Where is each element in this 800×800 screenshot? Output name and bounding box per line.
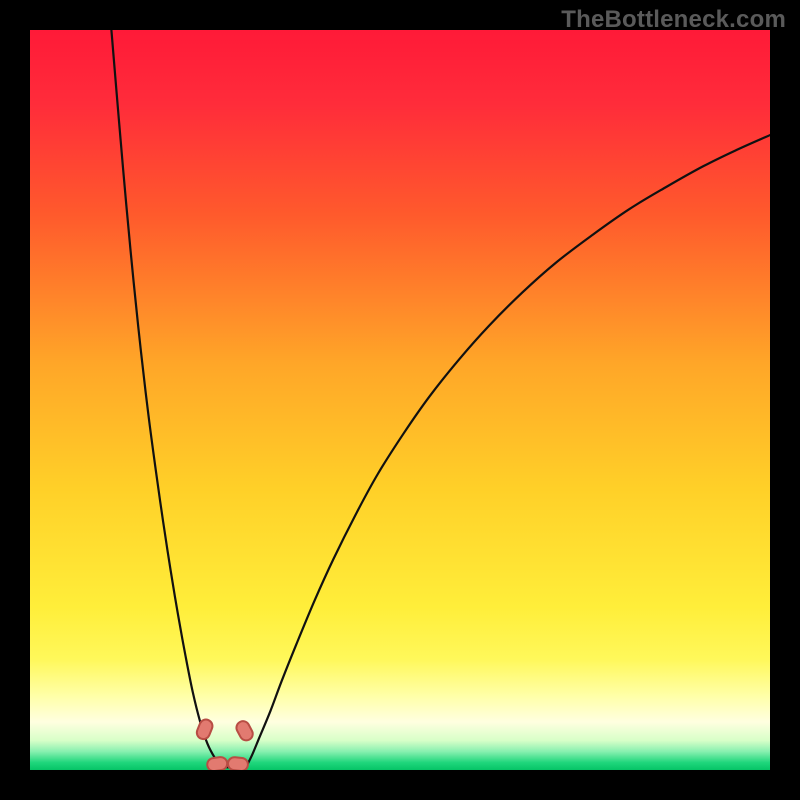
watermark-text: TheBottleneck.com [561,6,786,34]
chart-frame: TheBottleneck.com [0,0,800,800]
bottleneck-chart [0,0,800,800]
